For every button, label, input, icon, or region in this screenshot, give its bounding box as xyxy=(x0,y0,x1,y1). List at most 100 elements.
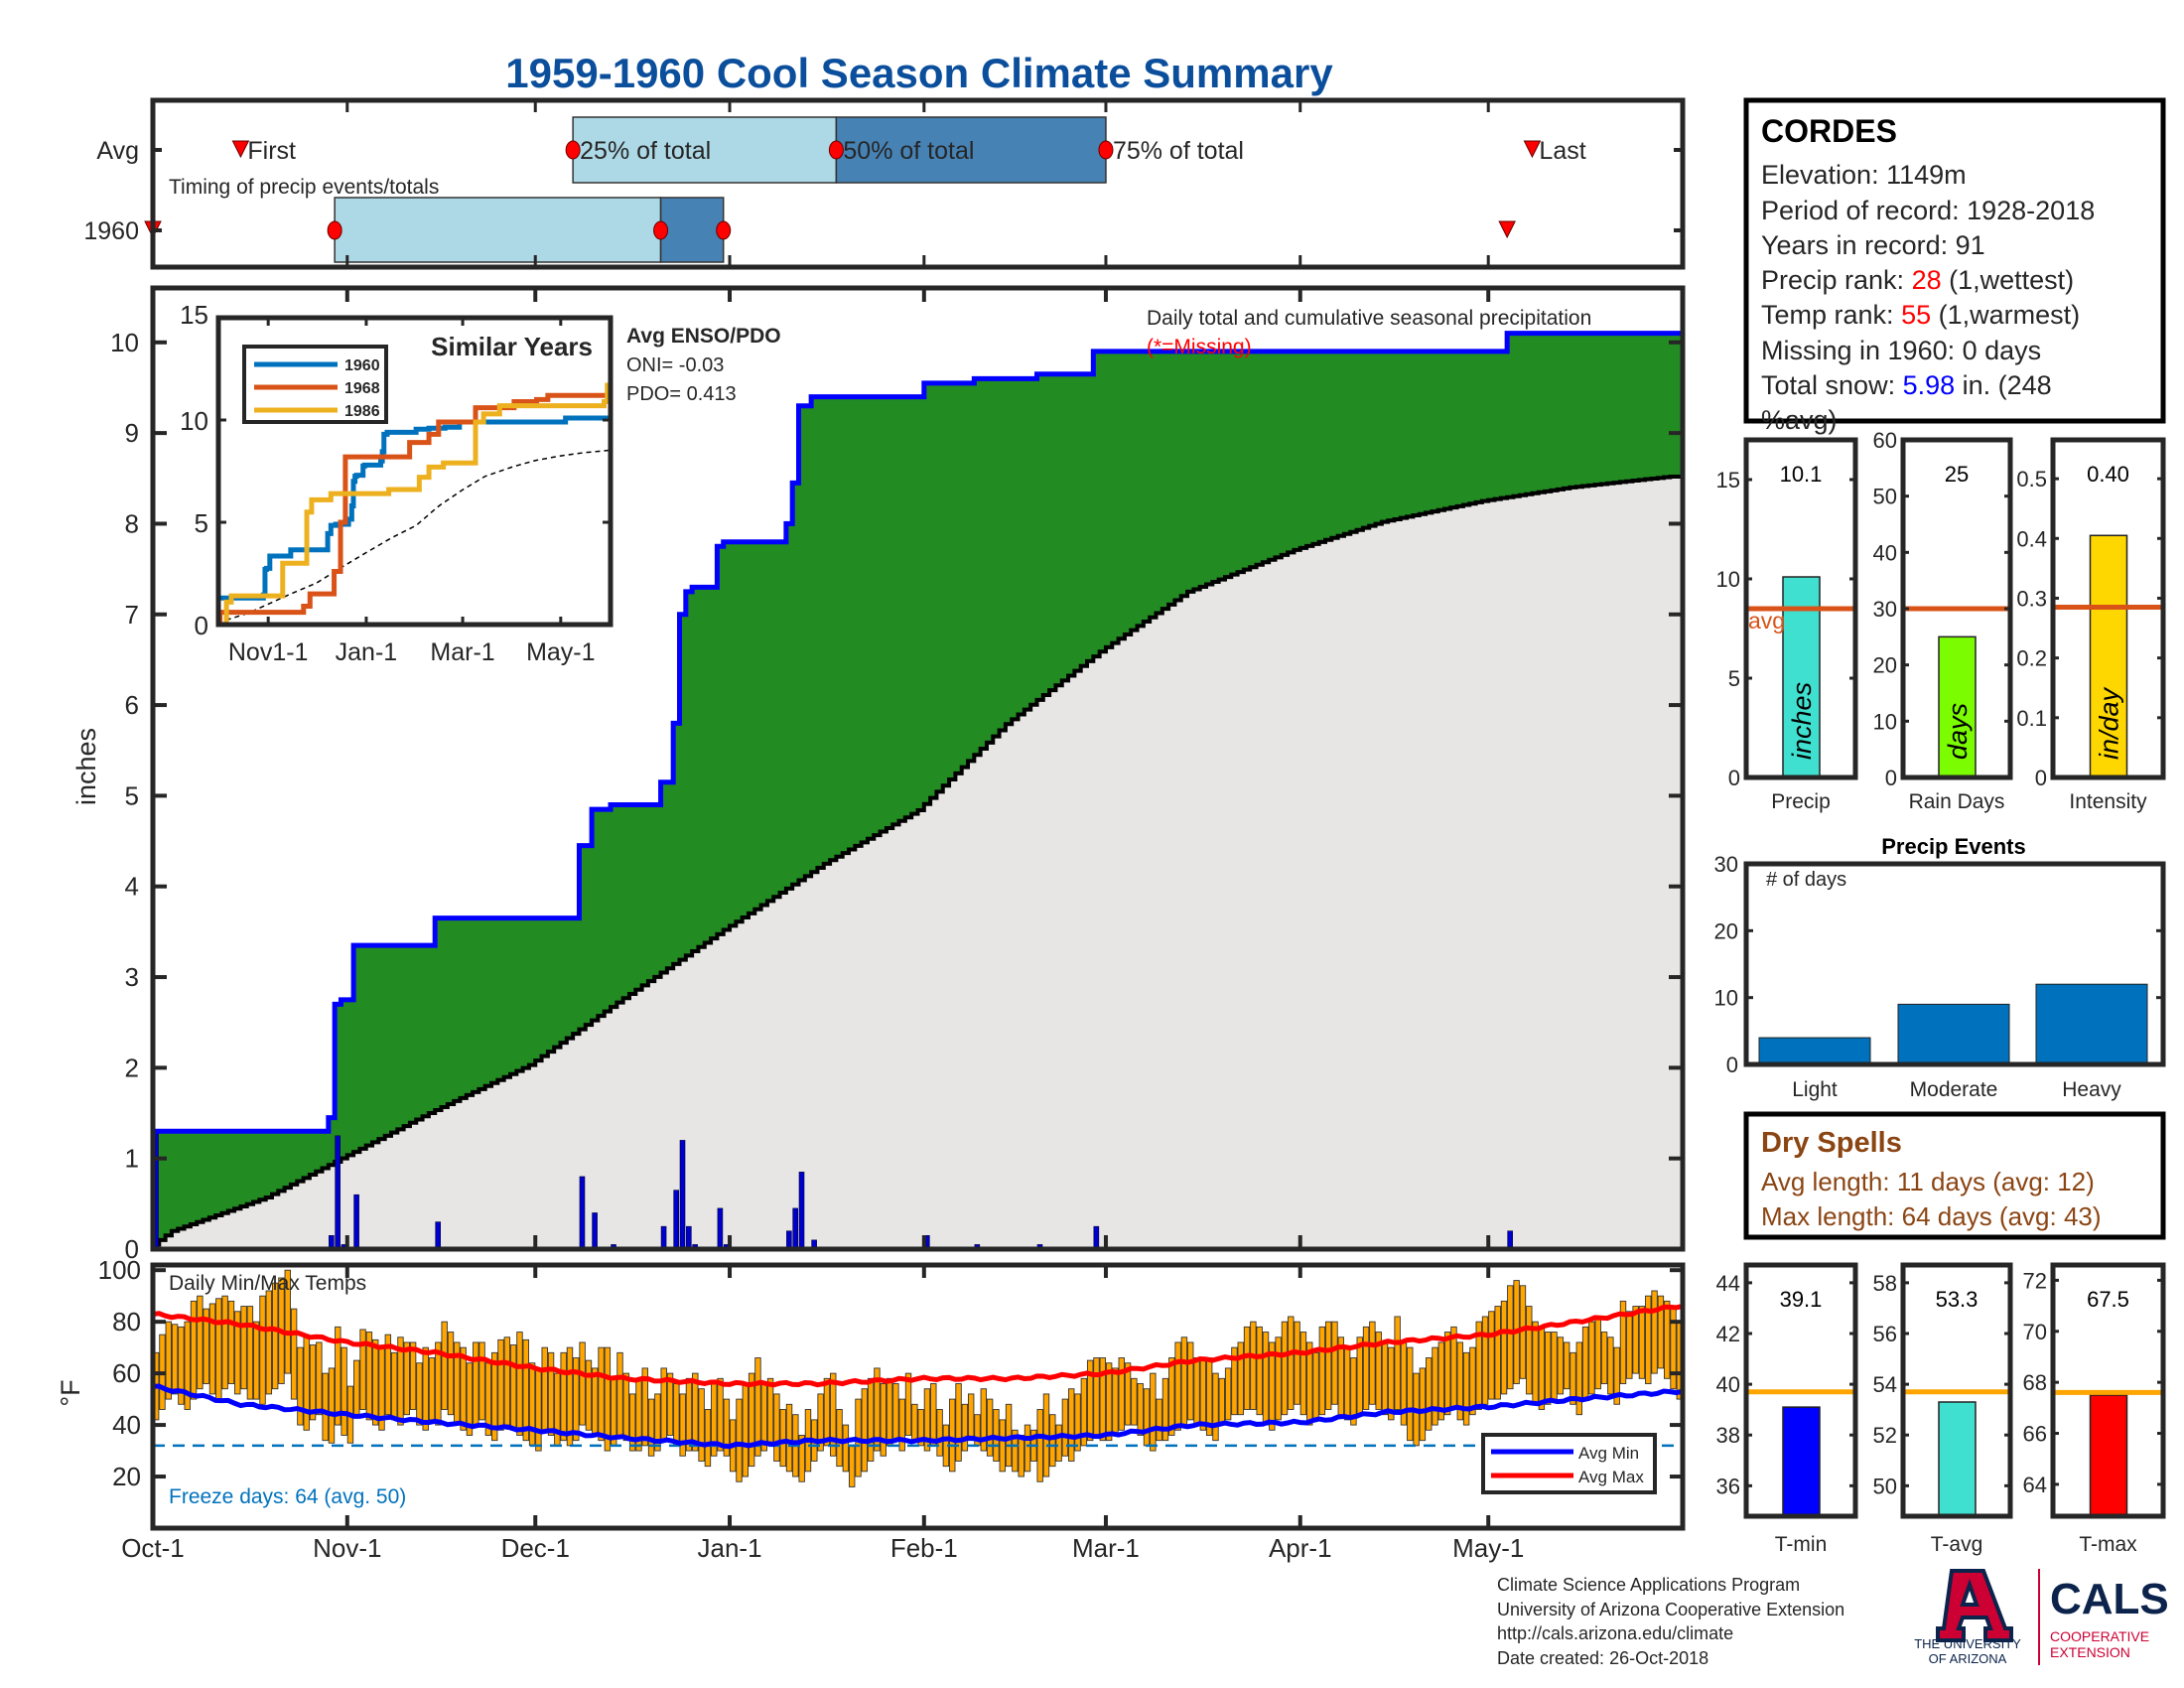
circle-marker-p75 xyxy=(1098,140,1114,160)
y-tick-label: 0.5 xyxy=(2016,467,2047,492)
daily-temp-bar xyxy=(1532,1321,1539,1405)
daily-temp-bar xyxy=(742,1383,750,1477)
daily-temp-bar xyxy=(936,1409,943,1457)
panel-frame xyxy=(2050,437,2166,780)
circle-marker-p75 xyxy=(716,220,732,240)
daily-temp-bar xyxy=(1594,1316,1601,1390)
inset-legend-label-1986: 1986 xyxy=(344,403,380,420)
daily-temp-bar xyxy=(473,1341,479,1426)
average-cumulative-line xyxy=(151,474,1683,1249)
inset-x-tick-label: Jan-1 xyxy=(336,638,398,666)
daily-temp-bar xyxy=(1156,1398,1162,1442)
daily-temp-bar xyxy=(698,1388,705,1462)
bar-unit-label: inches xyxy=(1787,682,1817,760)
daily-precip-bar xyxy=(717,1207,724,1250)
timing-frame xyxy=(150,97,1686,270)
timing-annotation: Timing of precip events/totals xyxy=(169,176,439,199)
daily-precip-bar xyxy=(679,1140,686,1250)
precip-events-title: Precip Events xyxy=(1881,834,2026,859)
y-tick-label: 8 xyxy=(125,508,139,538)
triangle-marker-first xyxy=(231,140,250,159)
station-box-frame xyxy=(1743,97,2166,424)
timing-label-p75: 75% of total xyxy=(1113,137,1244,165)
daily-temp-bar xyxy=(1407,1346,1414,1442)
daily-temp-bar xyxy=(1581,1326,1589,1400)
panel-frame xyxy=(1743,1262,1858,1519)
daily-temp-bar xyxy=(692,1372,699,1452)
circle-marker-p50 xyxy=(828,140,844,160)
dry-max-length: Max length: 64 days (avg: 43) xyxy=(1761,1201,2102,1231)
panel-frame xyxy=(1743,437,1858,780)
event-category-label: Heavy xyxy=(2062,1078,2121,1101)
daily-temp-bar xyxy=(911,1403,918,1442)
inset-series-1986 xyxy=(218,382,611,628)
daily-temp-bar xyxy=(447,1332,455,1416)
daily-temp-bar xyxy=(785,1403,793,1473)
daily-temp-bar xyxy=(1086,1359,1094,1442)
daily-precip-bar xyxy=(792,1207,798,1250)
daily-temp-bar xyxy=(422,1346,429,1431)
daily-temp-bar xyxy=(1551,1332,1558,1400)
footer-date: Date created: 26-Oct-2018 xyxy=(1497,1648,1708,1668)
y-tick-label: 42 xyxy=(1716,1322,1740,1346)
timing-label-p50: 50% of total xyxy=(843,137,974,165)
y-tick-label: 1 xyxy=(125,1144,139,1174)
daily-temp-bar xyxy=(335,1326,341,1426)
circle-marker-p25 xyxy=(565,140,581,160)
y-tick-label: 10 xyxy=(1716,567,1740,592)
x-tick-label: Nov-1 xyxy=(313,1533,381,1563)
y-tick-label: 0.3 xyxy=(2016,586,2047,611)
station-elevation: Elevation: 1149m xyxy=(1761,160,1967,190)
daily-temp-bar xyxy=(1174,1341,1181,1431)
daily-temp-bar xyxy=(616,1351,623,1436)
daily-temp-bar xyxy=(246,1306,254,1400)
y-tick-label: 40 xyxy=(1873,540,1897,565)
daily-temp-bar xyxy=(1437,1341,1445,1421)
daily-temp-bar xyxy=(1507,1285,1514,1390)
inset-y-tick-label: 10 xyxy=(180,406,208,436)
daily-temp-bar xyxy=(1131,1377,1138,1426)
daily-temp-bar xyxy=(598,1346,605,1442)
daily-temp-bar xyxy=(1588,1321,1595,1395)
daily-temp-bar xyxy=(1557,1336,1565,1395)
daily-temp-bar xyxy=(848,1445,856,1487)
daily-temp-bar xyxy=(1168,1357,1175,1436)
daily-temp-bar xyxy=(197,1295,204,1390)
daily-temp-bar xyxy=(341,1346,347,1436)
panel-label: T-max xyxy=(2079,1533,2137,1556)
missing-note: (*=Missing) xyxy=(1147,336,1252,358)
y-tick-label: 80 xyxy=(112,1307,141,1336)
y-tick-label: 0.4 xyxy=(2016,526,2047,551)
precip-y-label: inches xyxy=(71,728,101,805)
daily-temp-bar xyxy=(817,1393,824,1452)
daily-temp-bar xyxy=(171,1324,179,1395)
y-tick-label: 10 xyxy=(110,328,139,357)
daily-temp-bar xyxy=(271,1282,279,1390)
daily-temp-bar xyxy=(1237,1341,1244,1416)
daily-temp-bar xyxy=(1651,1290,1658,1374)
daily-temp-bar xyxy=(679,1393,686,1457)
daily-temp-bar xyxy=(1494,1306,1501,1400)
daily-temp-bar xyxy=(654,1393,661,1452)
value-bar xyxy=(2089,1394,2128,1517)
snow-label: Total snow: xyxy=(1761,370,1903,400)
temp-rank: Temp rank: 55 (1,warmest) xyxy=(1761,300,2080,330)
daily-temp-bar xyxy=(917,1409,924,1447)
daily-precip-bar xyxy=(1093,1225,1100,1250)
daily-temp-bar xyxy=(547,1351,555,1436)
dry-spells-frame xyxy=(1743,1111,2166,1240)
daily-temp-bar xyxy=(1638,1306,1646,1379)
dry-spells-title: Dry Spells xyxy=(1761,1127,1902,1159)
y-tick-label: 30 xyxy=(1714,852,1738,877)
circle-marker-p50 xyxy=(653,220,669,240)
temperature-chart: 20 40 60 80 100 Oct-1 Nov-1 Dec-1 Jan-1 Feb-1 Mar-… xyxy=(98,1255,1686,1563)
daily-temp-bar xyxy=(779,1409,786,1468)
daily-temp-bar xyxy=(1224,1367,1232,1421)
y-tick-label: 40 xyxy=(112,1410,141,1440)
daily-temp-bar xyxy=(836,1409,843,1468)
daily-temp-bar xyxy=(999,1419,1006,1473)
daily-temp-bar xyxy=(1626,1311,1633,1379)
daily-temp-bar xyxy=(1607,1336,1614,1395)
inset-legend-label-1960: 1960 xyxy=(344,357,380,374)
panel-precip: inches 0 5 10 15 10.1 Precip avg xyxy=(1716,437,1858,813)
